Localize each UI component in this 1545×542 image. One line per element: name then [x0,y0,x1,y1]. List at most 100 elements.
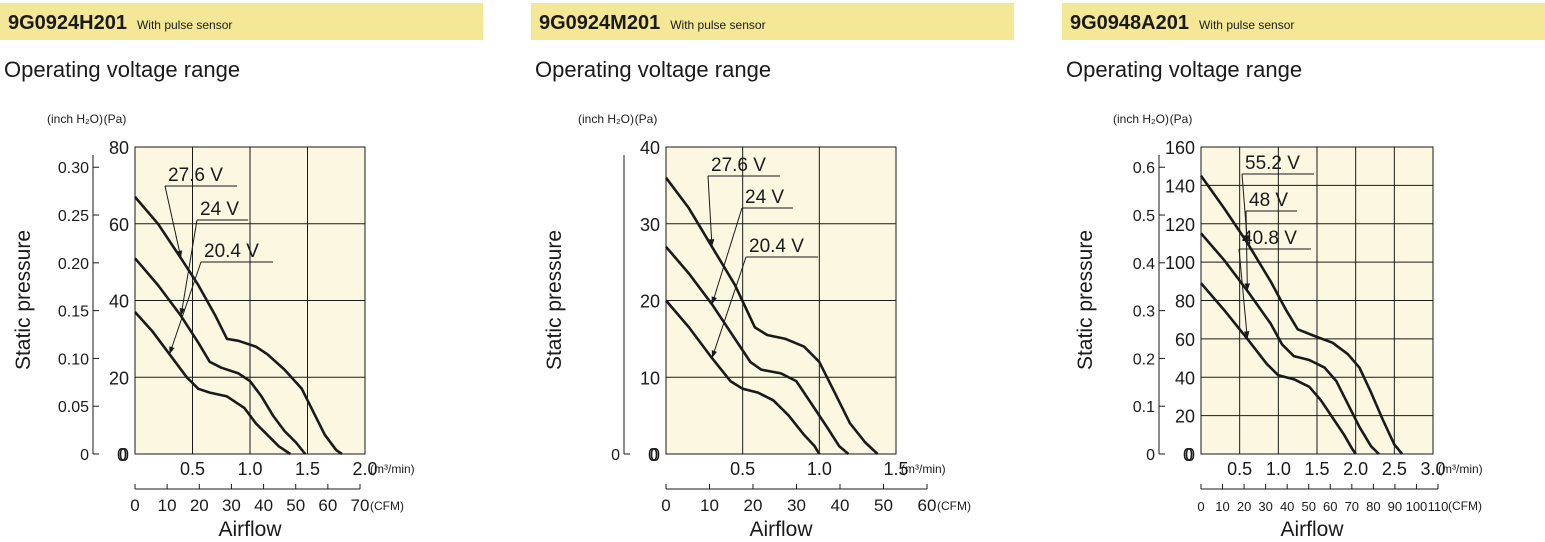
series-line [134,311,292,456]
x-unit-cfm: (CFM) [1448,499,1482,513]
y-tick-label-pa: 100 [1165,253,1195,273]
cfm-tick-label: 20 [744,496,763,515]
series-line [665,245,850,455]
y-tick-label-pa: 40 [109,292,129,312]
x-tick-label: 2.5 [1382,459,1407,479]
cfm-tick-label: 0 [661,496,670,515]
y-tick-label-pa: 120 [1165,215,1195,235]
series-label: 55.2 V [1245,153,1300,174]
y-tick-label-pa: 20 [640,292,660,312]
series-leader-arrowhead [711,296,717,305]
x-tick-label: 0.5 [1227,459,1252,479]
y-tick-label-pa: 0 [650,445,660,465]
title-bar: 9G0948A201 With pulse sensor [1062,3,1545,40]
series-label: 24 V [745,187,784,208]
series-leader-arrowhead [169,346,175,355]
series-leader-arrowhead [711,350,717,359]
y-axis-title: Static pressure [1074,230,1097,370]
y-tick-label-pa: 80 [109,138,129,158]
series-leader-arrowhead [176,250,183,259]
y-tick-label-inch: 0 [1146,447,1155,464]
title-bar: 9G0924H201 With pulse sensor [0,3,483,40]
series-label: 40.8 V [1242,228,1297,249]
y-tick-label-inch: 0 [611,447,620,464]
y-tick-label-pa: 20 [109,368,129,388]
y-tick-label-inch: 0.15 [58,304,89,321]
y-tick-label-pa: 80 [1175,292,1195,312]
title-bar: 9G0924M201 With pulse sensor [531,3,1014,40]
x-tick-label: 1.5 [295,459,320,479]
series-leader-line [180,219,198,316]
x-axis-title: Airflow [218,518,282,541]
series-leader-arrowhead [1244,283,1251,291]
cfm-tick-label: 110 [1428,499,1449,514]
cfm-tick-label: 60 [1323,499,1337,514]
series-label: 27.6 V [168,165,223,186]
model-code: 9G0948A201 [1070,12,1189,34]
y-tick-label-pa: 60 [109,215,129,235]
chart-title: Operating voltage range [4,57,241,82]
chart-panel: 9G0924M201 With pulse sensor Operating vol… [531,0,1014,542]
cfm-tick-label: 70 [1345,499,1359,514]
cfm-tick-label: 10 [1215,499,1229,514]
series-leader-arrowhead [708,239,715,247]
model-note: With pulse sensor [1198,18,1295,32]
y-tick-label-pa: 0 [1185,445,1195,465]
cfm-tick-label: 20 [190,496,209,515]
series-label: 20.4 V [749,236,804,257]
y-axis-title: Static pressure [543,230,566,370]
model-note: With pulse sensor [136,18,233,32]
y-tick-label-pa: 40 [640,138,660,158]
series-leader-line [711,256,747,359]
cfm-tick-label: 0 [130,496,139,515]
cfm-tick-label: 20 [1237,499,1251,514]
series-leader-line [707,175,713,247]
y-tick-label-inch: 0.30 [58,160,89,177]
x-unit-cfm: (CFM) [937,499,971,513]
model-code: 9G0924H201 [8,12,127,34]
y-tick-label-pa: 20 [1175,407,1195,427]
series-leader-line [164,185,182,259]
origin-label: 0 [117,445,127,465]
y-unit-pa: (Pa) [104,112,127,126]
chart-panel: 9G0924H201 With pulse sensor Operating vol… [0,0,483,542]
y-tick-label-inch: 0.4 [1133,256,1155,273]
pq-chart: 0 20 40 60 80 0.5 1.0 1.5 2.0 0 0 0.05 0.10 0.15 0.20 0… [12,112,415,541]
x-tick-label: 2.0 [1343,459,1368,479]
cfm-tick-label: 40 [831,496,850,515]
y-tick-label-pa: 10 [640,368,660,388]
series-label: 20.4 V [204,241,259,262]
cfm-tick-label: 50 [1301,499,1315,514]
x-unit-m3: (m³/min) [370,462,415,476]
cfm-tick-label: 80 [1366,499,1380,514]
model-code: 9G0924M201 [539,12,661,34]
origin-label: 0 [1183,445,1193,465]
x-unit-cfm: (CFM) [370,499,404,513]
y-tick-label-inch: 0.5 [1133,208,1155,225]
cfm-tick-label: 30 [787,496,806,515]
y-tick-label-inch: 0.25 [58,208,89,225]
model-number: 9G0948A201 With pulse sensor [1070,12,1294,35]
series-leader-arrowhead [1243,331,1250,339]
y-tick-label-pa: 40 [1175,368,1195,388]
cfm-tick-label: 50 [874,496,893,515]
series-leader-line [1238,248,1248,339]
series-leader-line [169,261,202,355]
cfm-tick-label: 60 [918,496,937,515]
y-tick-label-pa: 160 [1165,138,1195,158]
x-tick-label: 0.5 [180,459,205,479]
y-tick-label-inch: 0.20 [58,256,89,273]
model-number: 9G0924M201 With pulse sensor [539,12,766,35]
x-axis-title: Airflow [749,518,813,541]
series-label: 27.6 V [711,155,766,176]
series-leader-line [1245,210,1248,291]
x-axis-title: Airflow [1280,518,1344,541]
y-tick-label-inch: 0.05 [58,399,89,416]
series-line [664,176,879,455]
y-unit-inch: (inch H₂O) [1113,112,1169,126]
series-leader-line [711,207,743,305]
y-tick-label-inch: 0.3 [1133,304,1155,321]
series-label: 48 V [1249,190,1288,211]
y-tick-label-pa: 60 [1175,330,1195,350]
x-unit-m3: (m³/min) [901,462,946,476]
